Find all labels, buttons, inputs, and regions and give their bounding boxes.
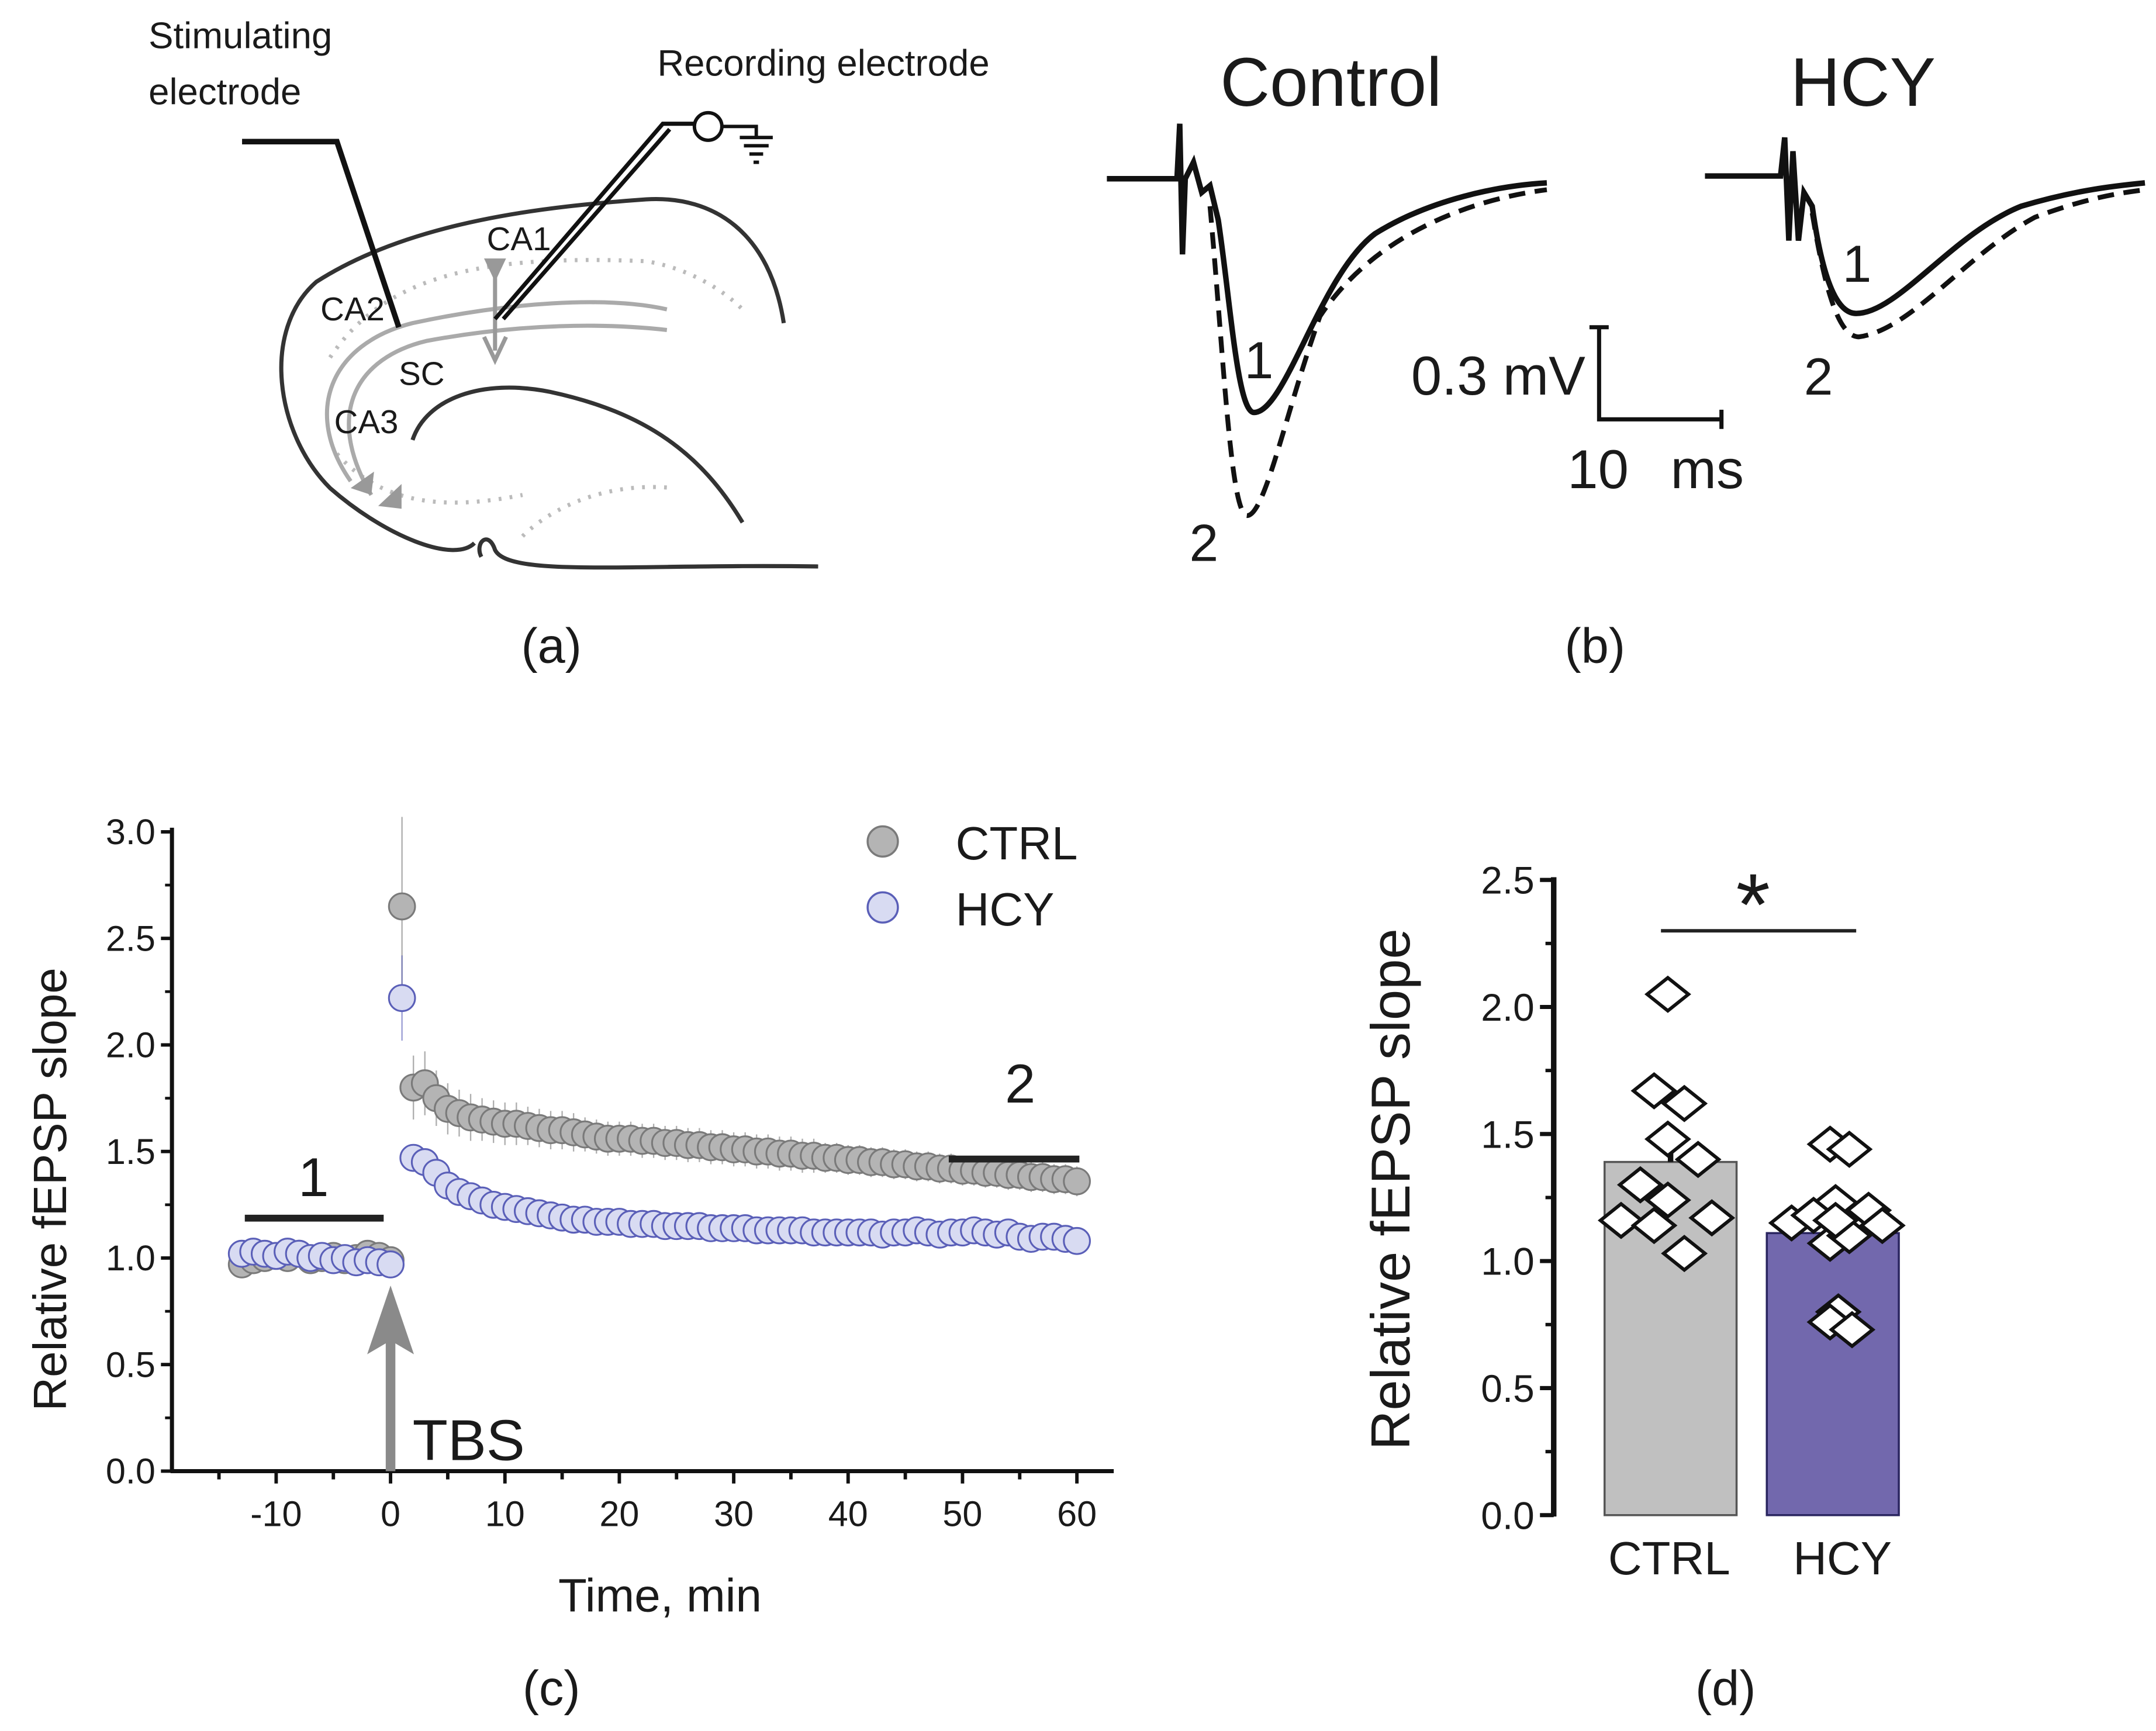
ctrl-data-point <box>1644 1120 1691 1158</box>
ctrl-data-point <box>1630 1072 1678 1110</box>
hcy-trace-2-label: 2 <box>1804 347 1833 406</box>
ctrl-data-point <box>1688 1199 1736 1237</box>
hcy-data-point <box>388 984 416 1013</box>
panel-a-diagram: Stimulating electrode Recording electrod… <box>148 15 990 673</box>
ctrl-data-point <box>1674 1141 1722 1179</box>
x-tick-label: 20 <box>599 1494 639 1534</box>
ltp-time-course-chart: 0.0 0.5 1.0 1.5 2.0 2.5 3.0 -10 0 10 20 30 40 50 60 Re… <box>24 812 1114 1715</box>
x-tick-label: 30 <box>714 1494 754 1534</box>
hcy-trace-2 <box>1809 187 2145 340</box>
hcy-data-point <box>1826 1130 1873 1168</box>
ground-icon <box>721 125 773 164</box>
panel-d-label: (d) <box>1695 1660 1756 1715</box>
hippocampus-outline <box>279 196 818 570</box>
panel-a-label: (a) <box>521 618 582 673</box>
amplifier-icon <box>692 110 724 142</box>
period-1-label: 1 <box>298 1146 329 1208</box>
control-trace-2 <box>1207 187 1547 519</box>
y-tick-label: 0.5 <box>106 1345 156 1384</box>
x-axis-label: Time, min <box>558 1569 762 1621</box>
panel-b-traces: Control HCY 1 2 1 2 0.3 mV 10 ms (b) <box>1107 44 2145 673</box>
region-ca1: CA1 <box>487 220 551 257</box>
hcy-data-point <box>1812 1201 1859 1239</box>
y-axis-label: Relative fEPSP slope <box>1360 928 1421 1450</box>
ctrl-data-point <box>1661 1235 1708 1273</box>
hcy-data-point <box>1858 1207 1906 1245</box>
significance-star: * <box>1736 855 1770 953</box>
recording-electrode-label: Recording electrode <box>657 43 989 84</box>
scale-bar <box>1589 325 1724 429</box>
hcy-trace-1-label: 1 <box>1843 234 1872 293</box>
category-ctrl-label: CTRL <box>1608 1532 1730 1584</box>
legend-hcy-label: HCY <box>956 883 1055 935</box>
ctrl-data-point <box>1616 1166 1664 1204</box>
x-tick-label: -10 <box>250 1494 302 1534</box>
x-tick-label: 40 <box>828 1494 868 1534</box>
x-tick-label: 50 <box>942 1494 982 1534</box>
scale-time-value: 10 <box>1567 438 1629 500</box>
y-tick-label: 1.0 <box>1481 1240 1535 1283</box>
x-tick-label: 0 <box>381 1494 400 1534</box>
neuron-ca1 <box>482 268 508 365</box>
region-ca2: CA2 <box>320 291 385 327</box>
y-tick-label: 0.5 <box>1481 1367 1535 1410</box>
legend-ctrl-marker <box>866 825 899 858</box>
y-tick-label: 0.0 <box>106 1452 156 1491</box>
y-axis-label: Relative fEPSP slope <box>24 968 76 1411</box>
control-title: Control <box>1220 44 1442 120</box>
y-tick-label: 2.5 <box>1481 859 1535 902</box>
region-ca3: CA3 <box>334 403 399 440</box>
control-trace-1-label: 1 <box>1245 331 1274 389</box>
y-tick-label: 2.0 <box>106 1025 156 1065</box>
ctrl-data-point <box>1661 1084 1708 1122</box>
ctrl-data-point <box>1598 1201 1644 1239</box>
stimulating-electrode-label-2: electrode <box>148 72 301 113</box>
ctrl-data-point <box>1063 1167 1091 1196</box>
hcy-data-point <box>376 1250 405 1279</box>
neuron-ca1-soma <box>483 258 506 282</box>
ctrl-data-point <box>1630 1207 1678 1245</box>
hcy-data-point <box>1829 1311 1876 1349</box>
stimulating-electrode-label: Stimulating <box>148 15 332 56</box>
hcy-bar <box>1765 1232 1900 1516</box>
control-trace-1 <box>1107 123 1547 416</box>
category-hcy-label: HCY <box>1793 1532 1892 1584</box>
region-sc: SC <box>399 355 444 392</box>
hcy-title: HCY <box>1791 44 1936 120</box>
panel-b-label: (b) <box>1565 618 1625 673</box>
legend-hcy-marker <box>866 891 899 924</box>
hcy-trace-1 <box>1705 137 2145 316</box>
stimulating-electrode <box>242 139 402 329</box>
y-tick-label: 1.5 <box>1481 1112 1535 1156</box>
x-tick-label: 60 <box>1057 1494 1097 1534</box>
ltp-summary-bar-chart: 0.00.51.01.52.02.5 Relative fEPSP slope … <box>1360 855 1906 1715</box>
schaffer-collaterals <box>324 300 668 496</box>
y-tick-label: 1.5 <box>106 1132 156 1172</box>
scale-time-unit: ms <box>1671 438 1744 500</box>
y-tick-label: 1.0 <box>106 1238 156 1278</box>
recording-electrode <box>493 122 695 320</box>
control-trace-2-label: 2 <box>1190 514 1219 572</box>
y-tick-label: 3.0 <box>106 812 156 852</box>
period-2-label: 2 <box>1005 1053 1035 1114</box>
neuron-ca3-soma-2 <box>378 483 402 509</box>
ctrl-data-point <box>388 892 416 921</box>
x-tick-label: 10 <box>485 1494 525 1534</box>
neuron-ca3-soma <box>350 471 374 495</box>
ctrl-data-point <box>1644 1181 1691 1219</box>
y-tick-label: 2.0 <box>1481 986 1535 1029</box>
tbs-label: TBS <box>413 1408 525 1473</box>
cell-layer-dotted <box>328 258 744 538</box>
hcy-data-point <box>1063 1226 1091 1255</box>
legend-ctrl-label: CTRL <box>956 817 1078 869</box>
scale-voltage-label: 0.3 mV <box>1411 345 1585 406</box>
y-tick-label: 0.0 <box>1481 1494 1535 1537</box>
panel-c-label: (c) <box>523 1660 581 1715</box>
tbs-arrowhead <box>367 1285 414 1355</box>
ctrl-data-point <box>1644 975 1691 1013</box>
y-tick-label: 2.5 <box>106 918 156 958</box>
